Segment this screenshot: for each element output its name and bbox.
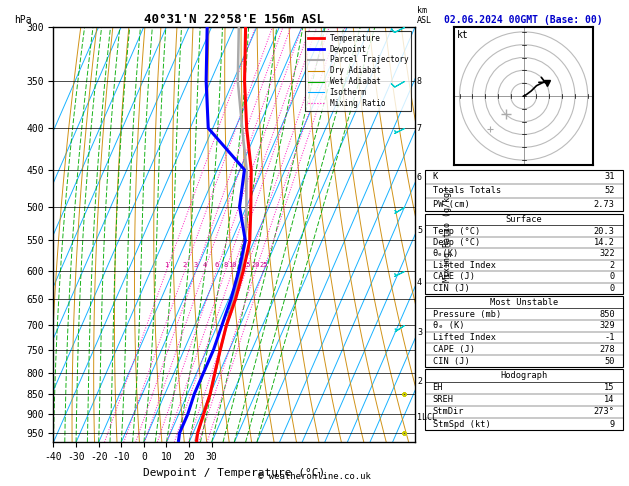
Text: 273°: 273° bbox=[594, 407, 615, 417]
Text: K: K bbox=[433, 173, 438, 181]
Text: 20: 20 bbox=[252, 262, 260, 268]
Text: CAPE (J): CAPE (J) bbox=[433, 345, 474, 354]
Text: 14: 14 bbox=[604, 395, 615, 404]
Text: km
ASL: km ASL bbox=[417, 6, 432, 25]
Text: SREH: SREH bbox=[433, 395, 454, 404]
Text: 8: 8 bbox=[223, 262, 228, 268]
Text: 10: 10 bbox=[228, 262, 237, 268]
Text: 2.73: 2.73 bbox=[594, 200, 615, 209]
Text: hPa: hPa bbox=[14, 15, 31, 25]
Text: 25: 25 bbox=[259, 262, 268, 268]
Text: 1: 1 bbox=[164, 262, 169, 268]
Text: Most Unstable: Most Unstable bbox=[489, 298, 558, 307]
Text: 3: 3 bbox=[417, 329, 422, 337]
Text: 52: 52 bbox=[604, 186, 615, 195]
Text: 31: 31 bbox=[604, 173, 615, 181]
X-axis label: Dewpoint / Temperature (°C): Dewpoint / Temperature (°C) bbox=[143, 468, 325, 478]
Text: Pressure (mb): Pressure (mb) bbox=[433, 310, 501, 319]
Text: 5: 5 bbox=[417, 226, 422, 235]
Text: 8: 8 bbox=[417, 77, 422, 86]
Text: Dewp (°C): Dewp (°C) bbox=[433, 238, 480, 247]
Text: 15: 15 bbox=[242, 262, 250, 268]
Text: CIN (J): CIN (J) bbox=[433, 357, 469, 365]
Text: 278: 278 bbox=[599, 345, 615, 354]
Text: Temp (°C): Temp (°C) bbox=[433, 226, 480, 236]
Text: 6: 6 bbox=[417, 173, 422, 182]
Text: 3: 3 bbox=[194, 262, 198, 268]
Text: 850: 850 bbox=[599, 310, 615, 319]
Text: 50: 50 bbox=[604, 357, 615, 365]
Legend: Temperature, Dewpoint, Parcel Trajectory, Dry Adiabat, Wet Adiabat, Isotherm, Mi: Temperature, Dewpoint, Parcel Trajectory… bbox=[305, 31, 411, 111]
Text: Lifted Index: Lifted Index bbox=[433, 333, 496, 342]
Text: © weatheronline.co.uk: © weatheronline.co.uk bbox=[258, 472, 371, 481]
Text: StmSpd (kt): StmSpd (kt) bbox=[433, 419, 490, 429]
Text: 6: 6 bbox=[214, 262, 219, 268]
Text: 2: 2 bbox=[417, 377, 422, 386]
Text: 0: 0 bbox=[610, 272, 615, 281]
Text: 02.06.2024 00GMT (Base: 00): 02.06.2024 00GMT (Base: 00) bbox=[444, 15, 603, 25]
Text: 4: 4 bbox=[203, 262, 206, 268]
Text: Lifted Index: Lifted Index bbox=[433, 261, 496, 270]
Text: CAPE (J): CAPE (J) bbox=[433, 272, 474, 281]
Text: EH: EH bbox=[433, 383, 443, 392]
Text: 7: 7 bbox=[417, 123, 422, 133]
Text: Totals Totals: Totals Totals bbox=[433, 186, 501, 195]
Text: 20.3: 20.3 bbox=[594, 226, 615, 236]
Text: Surface: Surface bbox=[505, 215, 542, 224]
Text: θₑ(K): θₑ(K) bbox=[433, 249, 459, 259]
Text: 0: 0 bbox=[610, 284, 615, 293]
Text: 1LCL: 1LCL bbox=[417, 414, 437, 422]
Text: 15: 15 bbox=[604, 383, 615, 392]
Text: 322: 322 bbox=[599, 249, 615, 259]
Text: Hodograph: Hodograph bbox=[500, 371, 547, 380]
Text: θₑ (K): θₑ (K) bbox=[433, 321, 464, 330]
Text: 2: 2 bbox=[610, 261, 615, 270]
Text: 2: 2 bbox=[182, 262, 187, 268]
Title: 40°31'N 22°58'E 156m ASL: 40°31'N 22°58'E 156m ASL bbox=[144, 13, 325, 26]
Text: CIN (J): CIN (J) bbox=[433, 284, 469, 293]
Text: 4: 4 bbox=[417, 278, 422, 287]
Text: 14.2: 14.2 bbox=[594, 238, 615, 247]
Text: 9: 9 bbox=[610, 419, 615, 429]
Text: PW (cm): PW (cm) bbox=[433, 200, 469, 209]
Text: StmDir: StmDir bbox=[433, 407, 464, 417]
Text: kt: kt bbox=[457, 30, 469, 39]
Text: 329: 329 bbox=[599, 321, 615, 330]
Text: -1: -1 bbox=[604, 333, 615, 342]
Text: Mixing Ratio (g/kg): Mixing Ratio (g/kg) bbox=[443, 187, 452, 282]
